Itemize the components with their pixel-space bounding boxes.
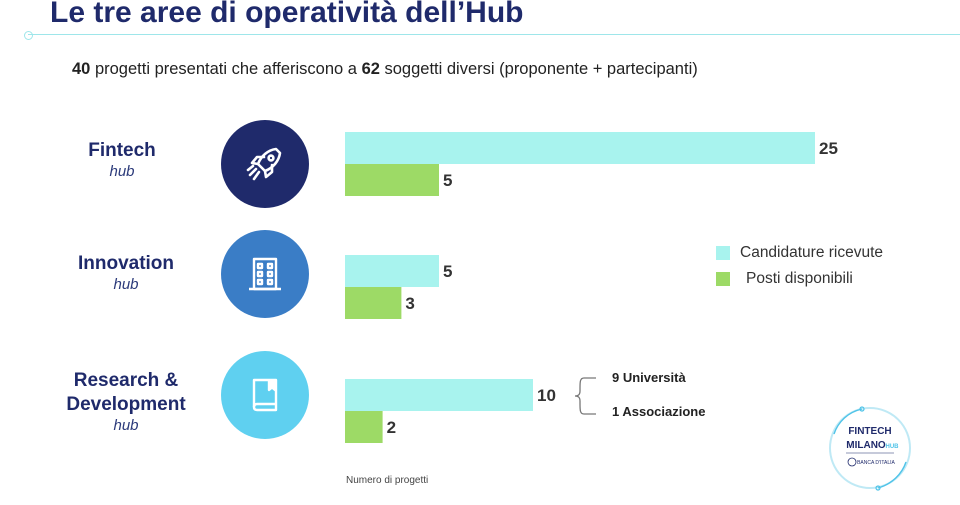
annotation-association: 1 Associazione xyxy=(612,404,706,419)
hub-name: Research & xyxy=(73,370,179,391)
hub-name-line2: Development xyxy=(66,394,186,415)
building-icon xyxy=(249,257,281,291)
bar-posti-0 xyxy=(345,164,439,196)
page-title: Le tre aree di operatività dell’Hub xyxy=(50,0,524,29)
subtitle-text-2: soggetti diversi (proponente + partecipa… xyxy=(379,60,698,78)
hub-name: Fintech xyxy=(88,140,156,161)
bar-posti-2 xyxy=(345,411,383,443)
subjects-count: 62 xyxy=(361,60,380,78)
data-label-posti-0: 5 xyxy=(443,171,452,190)
logo-badge-icon: FINTECH MILANO HUB BANCA D'ITALIA xyxy=(829,406,911,491)
legend-swatch-candidature xyxy=(716,246,730,260)
logo-line1: FINTECH xyxy=(848,426,891,437)
subtitle-text-1: progetti presentati che afferiscono a xyxy=(90,60,362,78)
annotation-universities: 9 Università xyxy=(612,370,686,385)
rocket-icon xyxy=(246,147,282,181)
hub-sub: hub xyxy=(109,163,135,180)
hub-label-research: Research & Development hub xyxy=(56,369,196,435)
data-label-posti-1: 3 xyxy=(405,294,414,313)
data-label-posti-2: 2 xyxy=(387,418,396,437)
hub-label-fintech: Fintech hub xyxy=(72,139,172,181)
page-subtitle: 40 progetti presentati che afferiscono a… xyxy=(72,60,698,79)
book-icon xyxy=(252,378,278,412)
hub-sub: hub xyxy=(113,417,139,434)
legend-label: Candidature ricevute xyxy=(740,244,884,261)
legend: Candidature ricevute Posti disponibili xyxy=(716,240,883,292)
bar-candidature-1 xyxy=(345,255,439,287)
title-rule-dot xyxy=(24,31,33,40)
data-label-candidature-2: 10 xyxy=(537,386,556,405)
data-label-candidature-0: 25 xyxy=(819,139,838,158)
research-icon-circle xyxy=(221,351,309,439)
hub-sub: hub xyxy=(113,276,139,293)
bracket-annotation xyxy=(574,377,596,415)
bar-posti-1 xyxy=(345,287,402,319)
axis-note: Numero di progetti xyxy=(346,475,429,486)
legend-label: Posti disponibili xyxy=(746,270,853,287)
hub-label-innovation: Innovation hub xyxy=(62,252,190,294)
legend-item: Candidature ricevute xyxy=(716,240,883,266)
bar-candidature-0 xyxy=(345,132,815,164)
logo-line3: BANCA D'ITALIA xyxy=(857,460,895,466)
title-rule xyxy=(28,34,960,35)
innovation-icon-circle xyxy=(221,230,309,318)
legend-item: Posti disponibili xyxy=(716,266,883,292)
data-label-candidature-1: 5 xyxy=(443,262,452,281)
legend-swatch-posti xyxy=(716,272,730,286)
logo-line2: MILANO xyxy=(846,440,886,451)
hub-name: Innovation xyxy=(77,253,175,274)
projects-count: 40 xyxy=(72,60,91,78)
fintech-icon-circle xyxy=(221,120,309,208)
bar-candidature-2 xyxy=(345,379,533,411)
logo-line2b: HUB xyxy=(886,444,900,450)
fintech-milano-hub-logo: FINTECH MILANO HUB BANCA D'ITALIA xyxy=(826,404,914,492)
